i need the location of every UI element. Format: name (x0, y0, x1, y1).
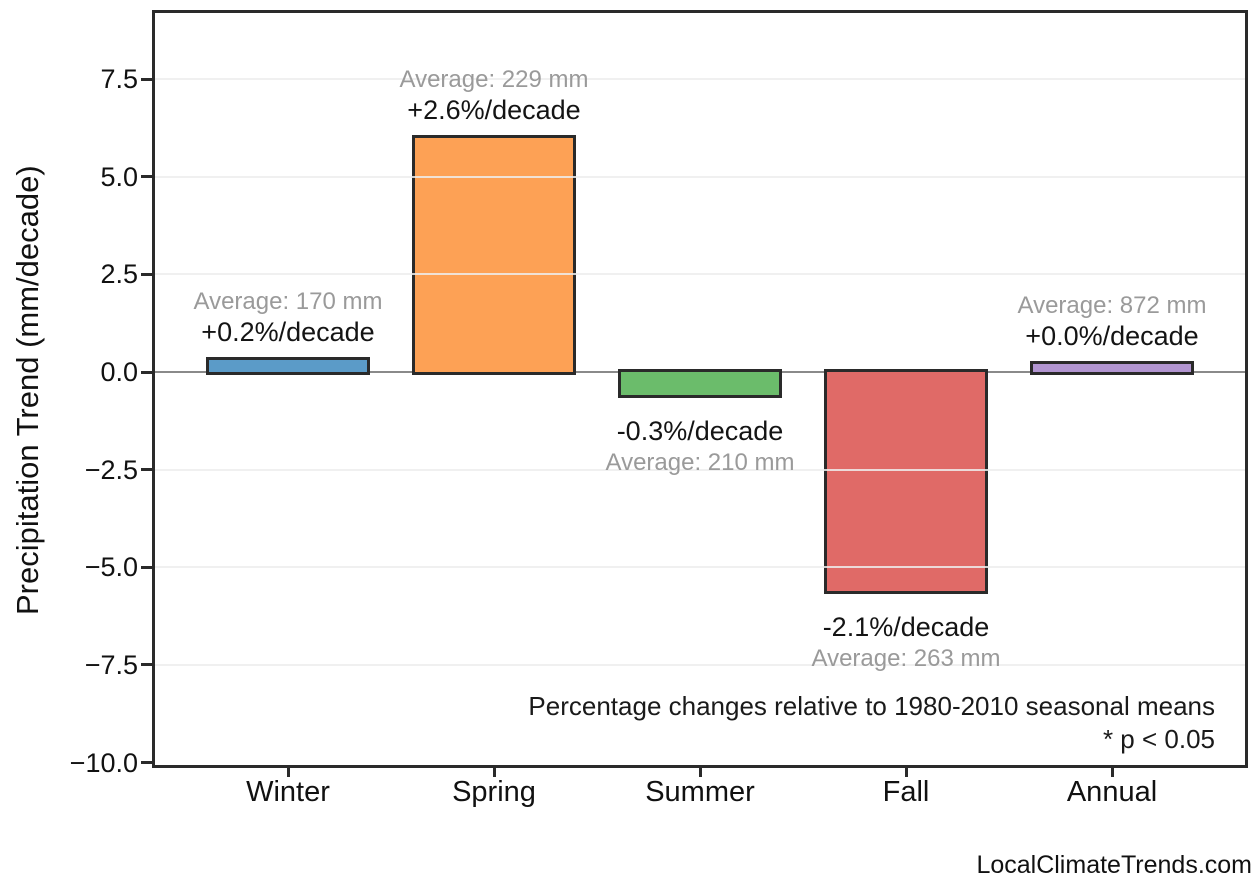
y-tick-label: 7.5 (100, 64, 138, 95)
annotation-percent: -2.1%/decade (822, 611, 990, 642)
gridline--2.5 (155, 468, 1245, 471)
footnote-line1: Percentage changes relative to 1980-2010… (528, 691, 1215, 721)
y-tick-mark (141, 272, 155, 276)
gridline-7.5 (155, 78, 1245, 81)
footnote-line2: * p < 0.05 (1102, 724, 1215, 754)
x-tick-mark (492, 768, 496, 777)
y-tick-label: −10.0 (69, 747, 138, 778)
x-tick-mark (904, 768, 908, 777)
x-tick-mark (286, 768, 290, 777)
y-tick-mark (141, 468, 155, 472)
annotation-average: Average: 210 mm (605, 449, 795, 477)
y-tick-mark (141, 370, 155, 374)
bar-winter (206, 357, 370, 375)
gridline--7.5 (155, 663, 1245, 666)
bar-fall (824, 369, 988, 594)
annotation-percent: +2.6%/decade (407, 94, 581, 125)
y-axis-tick-labels: 7.5 5.0 2.5 0.0 −2.5 −5.0 −7.5 −10.0 (0, 13, 138, 778)
x-tick-mark (698, 768, 702, 777)
annotation-average: Average: 229 mm (399, 65, 589, 93)
y-tick-label: −2.5 (84, 454, 138, 485)
y-tick-mark (141, 175, 155, 179)
y-tick-mark (141, 77, 155, 81)
annotation-percent: +0.2%/decade (201, 317, 375, 348)
footnote: Percentage changes relative to 1980-2010… (528, 690, 1215, 756)
watermark: LocalClimateTrends.com (976, 851, 1252, 879)
gridline--5 (155, 566, 1245, 569)
annotation-average: Average: 263 mm (811, 644, 1001, 672)
x-tick-label-winter: Winter (246, 776, 330, 808)
x-tick-label-summer: Summer (645, 776, 755, 808)
y-tick-mark (141, 761, 155, 765)
plot-area (141, 10, 1248, 777)
x-tick-label-fall: Fall (882, 776, 930, 808)
x-tick-label-annual: Annual (1066, 776, 1158, 808)
y-tick-label: −7.5 (84, 649, 138, 680)
gridline-2.5 (155, 273, 1245, 276)
y-tick-label: 0.0 (100, 357, 138, 387)
annotation-percent: -0.3%/decade (616, 416, 784, 447)
x-tick-mark (1110, 768, 1114, 777)
y-tick-label: −5.0 (84, 552, 138, 583)
y-tick-label: 5.0 (100, 161, 138, 192)
annotation-average: Average: 170 mm (193, 288, 383, 316)
y-tick-mark (141, 565, 155, 569)
bar-annual (1030, 361, 1194, 375)
x-tick-label-spring: Spring (452, 776, 536, 808)
annotation-percent: +0.0%/decade (1025, 321, 1199, 352)
x-axis-tick-labels: Winter Spring Summer Fall Annual (155, 776, 1245, 816)
annotation-average: Average: 872 mm (1017, 292, 1207, 320)
y-tick-label: 2.5 (100, 259, 138, 290)
bar-spring (412, 134, 576, 375)
bar-summer (618, 369, 782, 399)
y-tick-mark (141, 663, 155, 667)
gridline-5 (155, 175, 1245, 178)
